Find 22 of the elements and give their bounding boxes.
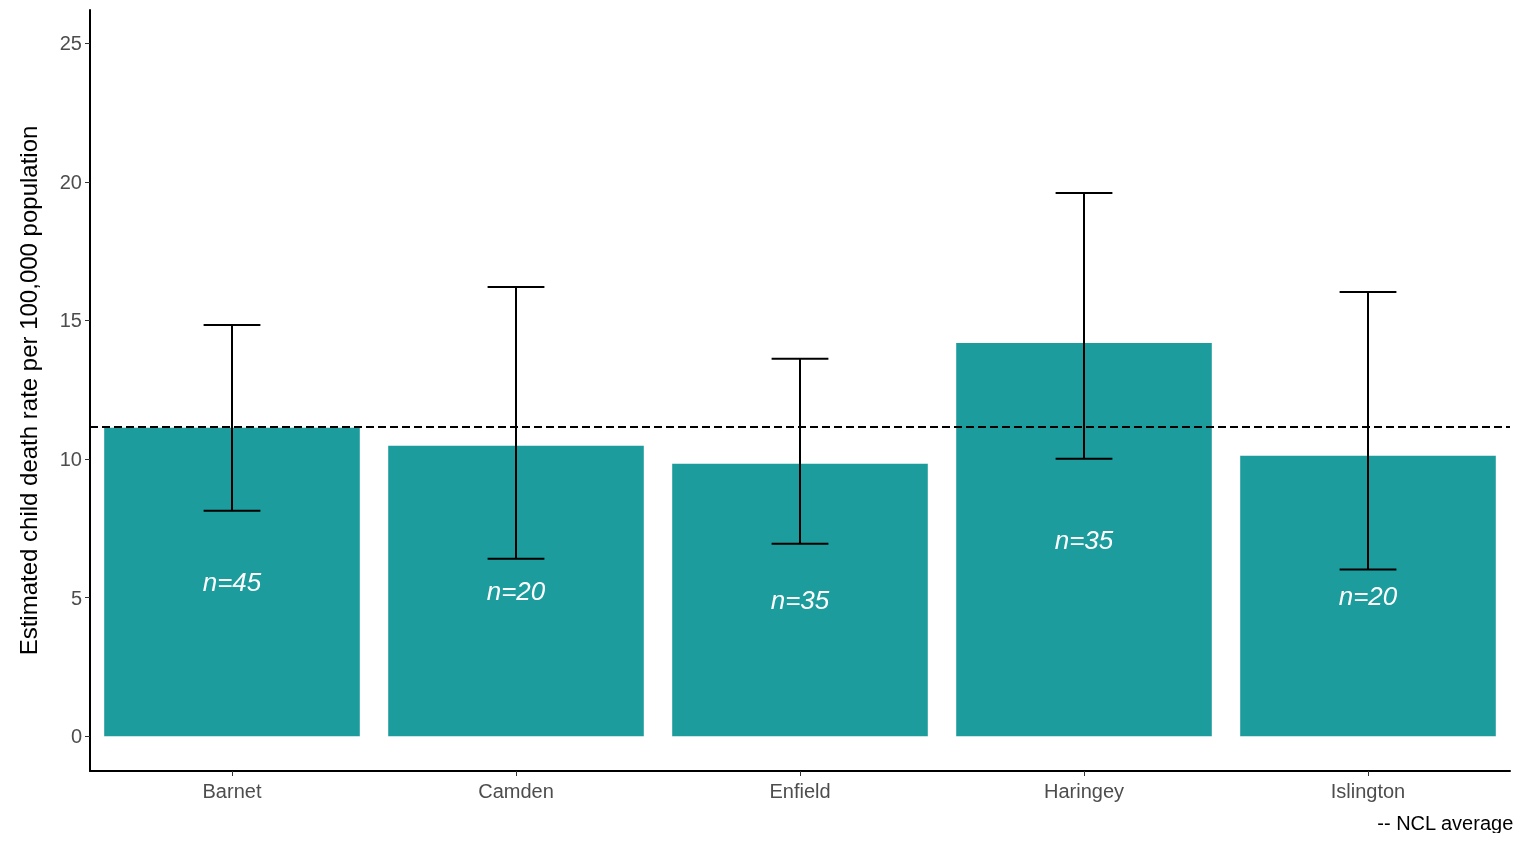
y-tick-label: 25 — [59, 32, 82, 55]
x-tick-label: Barnet — [202, 780, 262, 802]
annotation: n=20 — [1338, 581, 1398, 612]
x-tick-label: Camden — [478, 780, 554, 802]
y-tick-label: 20 — [59, 170, 82, 193]
x-tick-label: Enfield — [769, 780, 831, 802]
annotation: n=35 — [1054, 524, 1114, 555]
x-tick-label: Haringey — [1043, 780, 1125, 802]
annotation: n=35 — [770, 585, 830, 616]
bar — [672, 463, 928, 737]
y-tick-label: 15 — [59, 309, 82, 332]
bar — [104, 427, 360, 737]
y-tick-label: 0 — [70, 725, 82, 748]
y-axis-title: Estimated child death rate per 100,000 population — [14, 125, 42, 656]
bar — [388, 445, 644, 737]
bar — [1240, 455, 1496, 737]
x-tick-label: Islington — [1330, 780, 1406, 802]
annotation: n=45 — [202, 567, 262, 598]
bar — [956, 342, 1212, 737]
annotation: n=20 — [486, 576, 546, 607]
y-tick-label: 5 — [70, 586, 82, 609]
y-tick-label: 10 — [59, 448, 82, 471]
